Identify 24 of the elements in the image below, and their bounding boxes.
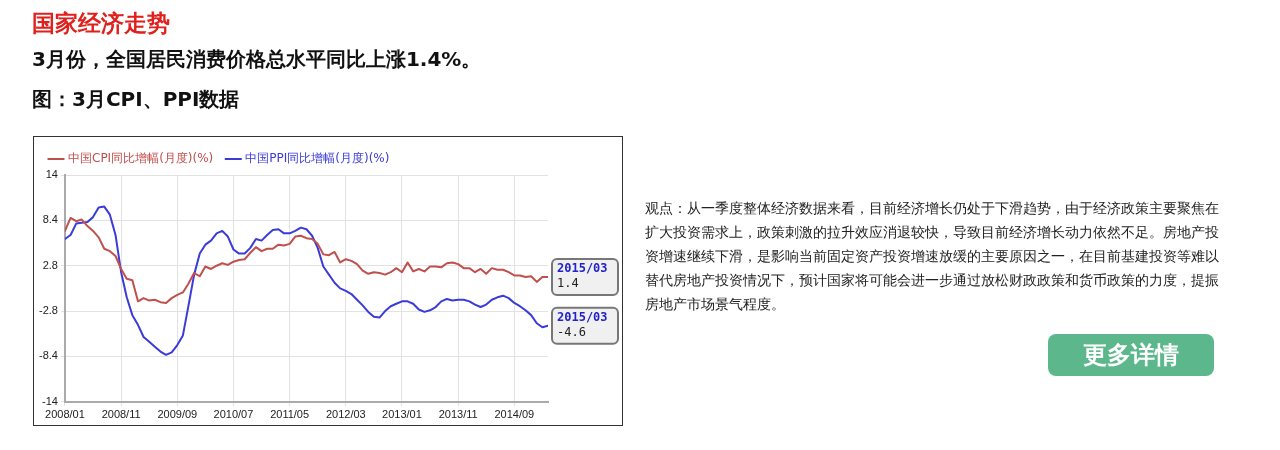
legend-label: 中国PPI同比增幅(月度)(%) <box>245 151 390 166</box>
annotation: 2015/03 -4.6 <box>557 309 608 339</box>
chart-title: 国家经济走势 <box>32 9 170 38</box>
x-tick-label: 2008/01 <box>45 408 85 421</box>
x-tick-label: 2013/11 <box>438 408 478 421</box>
y-tick-label: 2.8 <box>42 258 58 271</box>
x-tick-label: 2008/11 <box>101 408 141 421</box>
chart-subtitle: 3月份，全国居民消费价格总水平同比上涨1.4%。 <box>32 46 482 73</box>
text: 观点：从一季度整体经济数据来看，目前经济增长仍处于下滑趋势，由于经济政策主要聚焦在扩大投资需求上，政策刺激的拉升效应消退较快，导致目前经济增长动力依然不足。房地产投资增速继续下滑，是影响当前固定资产投资增速放缓的主要原因之一，在目前基建投资等难以替代房地产投资情况下，预计国家将可能会进一步通过放松财政政策和货币政策的力度，提振房地产市场景气程度。 <box>645 199 1220 314</box>
legend-label: 中国CPI同比增幅(月度)(%) <box>68 151 214 166</box>
y-tick-label: -14 <box>42 394 58 407</box>
x-tick-label: 2014/09 <box>494 408 535 421</box>
x-tick-label: 2012/03 <box>325 408 366 421</box>
annotation: 2015/03 1.4 <box>557 261 608 291</box>
x-tick-label: 2009/09 <box>157 408 198 421</box>
x-tick-label: 2011/05 <box>270 408 310 421</box>
x-tick-label: 2010/07 <box>213 408 254 421</box>
text: 图：3月CPI、PPI数据 <box>32 86 240 113</box>
details-button[interactable]: 更多详情 <box>1048 334 1214 376</box>
y-tick-label: -8.4 <box>38 349 58 362</box>
x-tick-label: 2013/01 <box>382 408 422 421</box>
y-tick-label: -2.8 <box>38 304 58 317</box>
y-tick-label: 14 <box>45 168 58 181</box>
y-tick-label: 8.4 <box>42 213 58 226</box>
